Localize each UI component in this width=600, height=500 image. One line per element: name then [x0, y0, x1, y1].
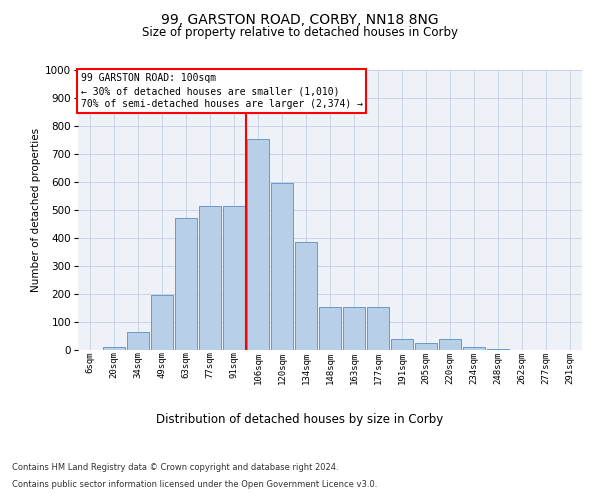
Bar	[223, 206, 245, 350]
Bar	[367, 306, 389, 350]
Bar	[439, 339, 461, 350]
Bar	[271, 184, 293, 350]
Text: Size of property relative to detached houses in Corby: Size of property relative to detached ho…	[142, 26, 458, 39]
Bar	[127, 332, 149, 350]
Bar	[463, 347, 485, 350]
Bar	[295, 242, 317, 350]
Bar	[415, 343, 437, 350]
Bar	[391, 339, 413, 350]
Y-axis label: Number of detached properties: Number of detached properties	[31, 128, 41, 292]
Bar	[199, 206, 221, 350]
Text: Contains public sector information licensed under the Open Government Licence v3: Contains public sector information licen…	[12, 480, 377, 489]
Text: Contains HM Land Registry data © Crown copyright and database right 2024.: Contains HM Land Registry data © Crown c…	[12, 462, 338, 471]
Bar	[103, 346, 125, 350]
Bar	[151, 296, 173, 350]
Bar	[487, 349, 509, 350]
Bar	[343, 306, 365, 350]
Bar	[319, 306, 341, 350]
Text: 99, GARSTON ROAD, CORBY, NN18 8NG: 99, GARSTON ROAD, CORBY, NN18 8NG	[161, 12, 439, 26]
Bar	[175, 218, 197, 350]
Bar	[247, 138, 269, 350]
Text: Distribution of detached houses by size in Corby: Distribution of detached houses by size …	[157, 412, 443, 426]
Text: 99 GARSTON ROAD: 100sqm
← 30% of detached houses are smaller (1,010)
70% of semi: 99 GARSTON ROAD: 100sqm ← 30% of detache…	[80, 73, 362, 109]
